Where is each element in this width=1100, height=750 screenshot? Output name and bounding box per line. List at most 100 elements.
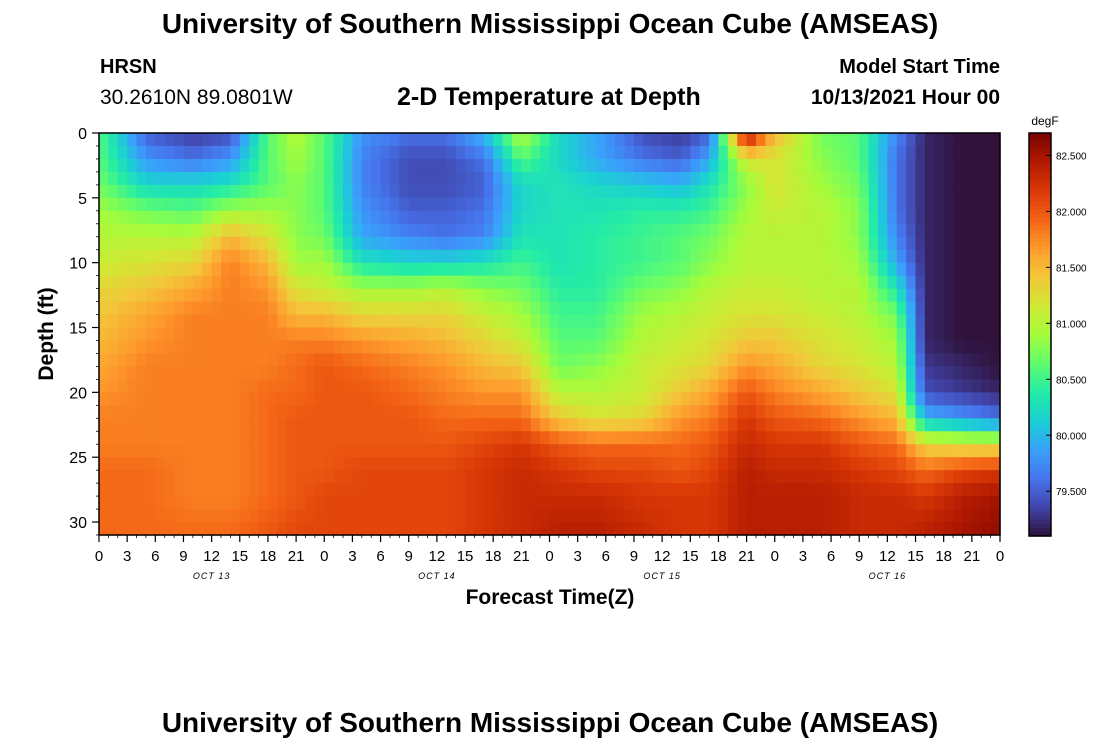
heatmap-cell <box>502 275 513 290</box>
heatmap-cell <box>605 405 616 419</box>
heatmap-cell <box>530 249 541 264</box>
heatmap-cell <box>258 392 269 406</box>
heatmap-cell <box>821 197 832 212</box>
heatmap-cell <box>333 145 344 160</box>
heatmap-cell <box>530 197 541 212</box>
heatmap-cell <box>793 483 804 497</box>
heatmap-cell <box>277 353 288 368</box>
heatmap-cell <box>436 470 447 484</box>
heatmap-cell <box>408 405 419 419</box>
heatmap-cell <box>859 509 870 523</box>
heatmap-cell <box>924 431 935 445</box>
heatmap-cell <box>164 210 175 225</box>
heatmap-cell <box>624 262 635 277</box>
heatmap-cell <box>230 444 241 458</box>
heatmap-cell <box>774 470 785 484</box>
heatmap-cell <box>465 171 476 186</box>
heatmap-cell <box>643 431 654 445</box>
heatmap-cell <box>192 418 203 432</box>
heatmap-cell <box>549 366 560 380</box>
heatmap-cell <box>352 496 363 510</box>
heatmap-cell <box>249 197 260 212</box>
heatmap-cell <box>352 418 363 432</box>
heatmap-cell <box>286 236 297 251</box>
colorbar-segment <box>1029 233 1051 239</box>
heatmap-cell <box>511 158 522 173</box>
heatmap-cell <box>924 353 935 368</box>
heatmap-cell <box>418 288 429 303</box>
heatmap-cell <box>164 340 175 355</box>
heatmap-cell <box>868 301 879 316</box>
heatmap-cell <box>887 275 898 290</box>
heatmap-cell <box>727 418 738 432</box>
heatmap-cell <box>305 133 316 147</box>
heatmap-cell <box>183 327 194 342</box>
heatmap-cell <box>953 444 964 458</box>
heatmap-cell <box>755 470 766 484</box>
heatmap-cell <box>221 444 231 458</box>
heatmap-cell <box>136 327 147 342</box>
heatmap-cell <box>568 275 579 290</box>
heatmap-cell <box>427 431 438 445</box>
heatmap-cell <box>108 418 119 432</box>
heatmap-cell <box>831 431 842 445</box>
x-tick-label: 9 <box>405 548 413 565</box>
heatmap-cell <box>727 522 738 536</box>
heatmap-cell <box>849 470 860 484</box>
heatmap-cell <box>249 379 260 393</box>
heatmap-cell <box>314 353 325 368</box>
heatmap-cell <box>474 496 485 510</box>
heatmap-cell <box>802 353 813 368</box>
heatmap-cell <box>981 171 992 186</box>
heatmap-cell <box>530 522 541 536</box>
heatmap-cell <box>324 327 335 342</box>
heatmap-cell <box>709 340 720 355</box>
heatmap-cell <box>221 171 231 186</box>
heatmap-cell <box>596 249 607 264</box>
heatmap-cell <box>174 509 185 523</box>
heatmap-cell <box>202 470 213 484</box>
heatmap-cell <box>493 133 504 147</box>
heatmap-cell <box>296 262 307 277</box>
heatmap-cell <box>793 184 804 199</box>
heatmap-cell <box>324 314 335 329</box>
colorbar-segment <box>1029 334 1051 340</box>
heatmap-cell <box>408 145 419 160</box>
heatmap-cell <box>812 314 823 329</box>
heatmap-cell <box>877 353 888 368</box>
heatmap-cell <box>258 327 269 342</box>
colorbar-segment <box>1029 447 1051 452</box>
heatmap-cell <box>455 158 466 173</box>
heatmap-cell <box>511 457 522 471</box>
heatmap-cell <box>314 470 325 484</box>
heatmap-cell <box>802 431 813 445</box>
heatmap-cell <box>793 223 804 238</box>
heatmap-cell <box>849 431 860 445</box>
heatmap-cell <box>117 457 128 471</box>
heatmap-cell <box>662 210 673 225</box>
heatmap-cell <box>568 184 579 199</box>
heatmap-cell <box>164 496 175 510</box>
x-tick-label: 6 <box>376 548 384 565</box>
heatmap-cell <box>709 496 720 510</box>
heatmap-cell <box>436 522 447 536</box>
heatmap-cell <box>286 431 297 445</box>
heatmap-cell <box>662 288 673 303</box>
heatmap-cell <box>145 340 156 355</box>
heatmap-cell <box>239 444 250 458</box>
heatmap-cell <box>343 496 354 510</box>
heatmap-cell <box>802 249 813 264</box>
heatmap-cell <box>418 457 429 471</box>
heatmap-cell <box>483 340 494 355</box>
heatmap-cell <box>859 392 870 406</box>
heatmap-cell <box>990 483 1001 497</box>
heatmap-cell <box>943 457 954 471</box>
heatmap-cell <box>784 366 795 380</box>
heatmap-cell <box>136 366 147 380</box>
heatmap-cell <box>727 133 738 147</box>
heatmap-cell <box>906 184 917 199</box>
heatmap-cell <box>709 236 720 251</box>
heatmap-cell <box>296 236 307 251</box>
heatmap-cell <box>934 496 945 510</box>
heatmap-cell <box>755 431 766 445</box>
